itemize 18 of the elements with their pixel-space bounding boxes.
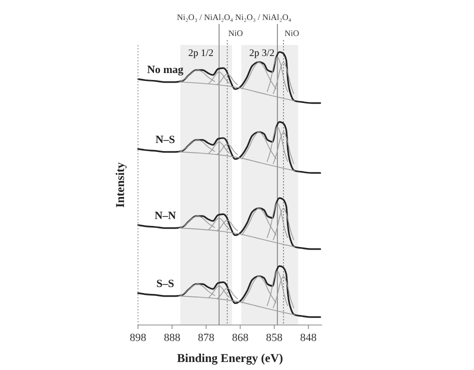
ref-line-label: Ni₂O₃ / NiAl₂O₄ bbox=[176, 12, 234, 22]
x-axis-title: Binding Energy (eV) bbox=[176, 351, 284, 365]
y-axis-title: Intensity bbox=[113, 162, 127, 208]
series-label: S–S bbox=[156, 278, 174, 290]
x-tick-label: 898 bbox=[130, 332, 147, 344]
x-tick-label: 868 bbox=[232, 332, 249, 344]
band-label: 2p 1/2 bbox=[188, 48, 214, 59]
ref-line-label: NiO bbox=[284, 28, 300, 38]
ref-line-label: NiO bbox=[228, 28, 243, 38]
series-label: N–S bbox=[155, 134, 176, 146]
x-tick-label: 888 bbox=[164, 332, 181, 344]
ref-line-label: Ni₂O₃ / NiAl₂O₄ bbox=[235, 12, 292, 22]
series-label: N–N bbox=[154, 210, 176, 222]
x-tick-label: 848 bbox=[300, 332, 318, 344]
x-tick-label: 858 bbox=[266, 332, 284, 344]
x-tick-label: 878 bbox=[198, 332, 215, 344]
band-label: 2p 3/2 bbox=[249, 48, 275, 59]
series-label: No mag bbox=[147, 64, 184, 76]
